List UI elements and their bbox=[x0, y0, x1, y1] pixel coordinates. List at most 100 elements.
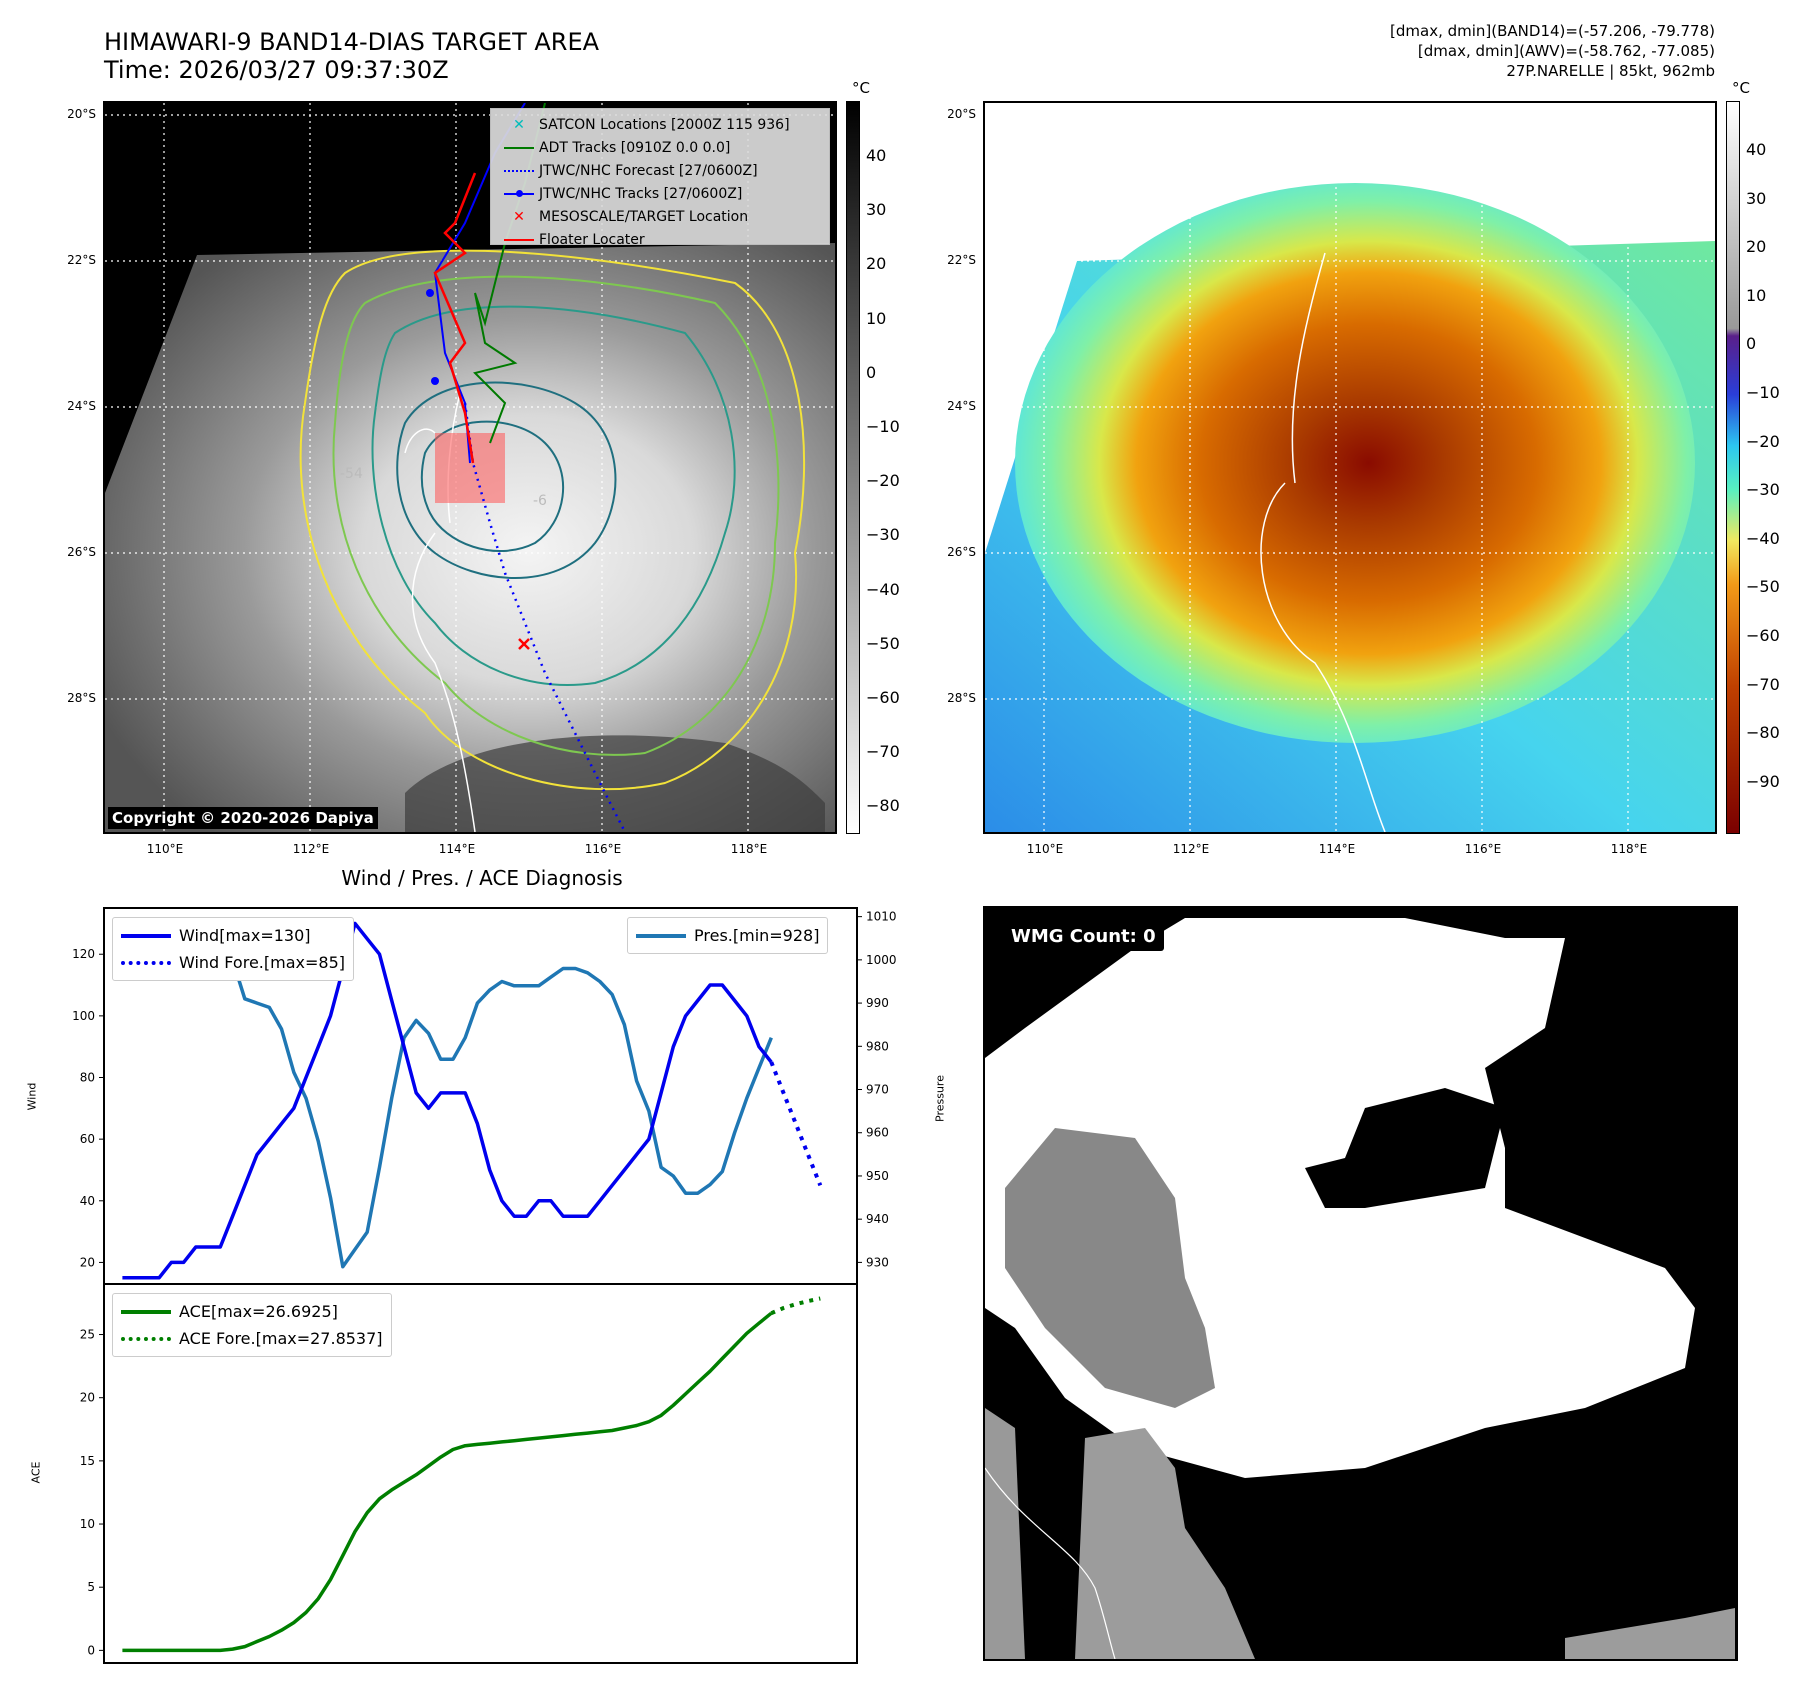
wv-colorbar-tick: 20 bbox=[1746, 237, 1767, 257]
ir-satellite-image: -54 -6 bbox=[105, 103, 835, 832]
wv-colorbar-tick: −90 bbox=[1746, 771, 1780, 791]
ir-colorbar bbox=[846, 101, 860, 834]
contour-label-minus-54: -54 bbox=[340, 466, 363, 482]
pressure-axis-tick-label: 960 bbox=[866, 1126, 889, 1140]
legend-item-adt: ADT Tracks [0910Z 0.0 0.0] bbox=[499, 136, 821, 159]
legend-label: Pres.[min=928] bbox=[694, 926, 820, 945]
legend-item-ace: ACE[max=26.6925] bbox=[121, 1298, 383, 1325]
ir-colorbar-tick: −70 bbox=[866, 742, 900, 762]
legend-label: ADT Tracks [0910Z 0.0 0.0] bbox=[539, 139, 731, 156]
lon-label: 116°E bbox=[584, 842, 622, 856]
line-marker-icon bbox=[499, 146, 539, 149]
wind-axis-label: Wind bbox=[25, 1082, 39, 1111]
wv-colorbar-tick: −30 bbox=[1746, 480, 1780, 500]
lat-label: 24°S bbox=[67, 399, 96, 413]
legend-label: JTWC/NHC Tracks [27/0600Z] bbox=[539, 185, 743, 202]
dotted-line-icon bbox=[499, 169, 539, 172]
lon-label: 110°E bbox=[146, 842, 184, 856]
wv-colorbar-tick: 30 bbox=[1746, 188, 1767, 208]
lon-label: 112°E bbox=[1172, 842, 1210, 856]
legend-label: SATCON Locations [2000Z 115 936] bbox=[539, 116, 790, 133]
ir-colorbar-tick: 10 bbox=[866, 308, 887, 328]
wv-colorbar-tick: −70 bbox=[1746, 674, 1780, 694]
ir-colorbar-tick: −60 bbox=[866, 688, 900, 707]
lon-label: 118°E bbox=[1610, 842, 1648, 856]
legend-label: MESOSCALE/TARGET Location bbox=[539, 208, 749, 225]
legend-item-floater: Floater Locater bbox=[499, 228, 821, 251]
chart-title: Wind / Pres. / ACE Diagnosis bbox=[341, 866, 623, 890]
legend-item-jtwc-forecast: JTWC/NHC Forecast [27/0600Z] bbox=[499, 159, 821, 182]
legend-item-satcon: ✕ SATCON Locations [2000Z 115 936] bbox=[499, 113, 821, 136]
copyright-badge: Copyright © 2020-2026 Dapiya bbox=[108, 807, 378, 829]
wv-colorbar-unit: °C bbox=[1732, 79, 1750, 97]
floater-locater-line bbox=[433, 172, 477, 464]
ir-colorbar-tick: 40 bbox=[866, 146, 887, 165]
ir-colorbar-tick: −50 bbox=[866, 633, 900, 653]
ace-forecast-series-line bbox=[770, 1296, 821, 1316]
info-storm-status: 27P.NARELLE | 85kt, 962mb bbox=[1506, 62, 1715, 80]
ace-axis-tick-label: 0 bbox=[87, 1643, 95, 1657]
figure-title-line2: Time: 2026/03/27 09:37:30Z bbox=[104, 56, 449, 84]
wind-axis-tick-label: 40 bbox=[80, 1194, 95, 1208]
wv-colorbar-tick: −40 bbox=[1746, 528, 1780, 548]
wind-axis-tick-label: 20 bbox=[80, 1255, 95, 1269]
legend-item-jtwc-tracks: JTWC/NHC Tracks [27/0600Z] bbox=[499, 182, 821, 205]
lon-label: 112°E bbox=[292, 842, 330, 856]
ace-plot-frame bbox=[103, 1283, 858, 1664]
ir-colorbar-tick: 0 bbox=[866, 362, 877, 382]
legend-item-wind-forecast: Wind Fore.[max=85] bbox=[121, 949, 345, 976]
ir-satellite-panel: -54 -6 ✕ SATCON Locations [2000Z 115 936… bbox=[103, 101, 837, 834]
wv-colorbar-tick: −10 bbox=[1746, 383, 1780, 402]
dotted-line-icon bbox=[121, 960, 171, 965]
lat-label: 22°S bbox=[947, 253, 976, 267]
pressure-axis-tick-label: 1000 bbox=[866, 953, 897, 967]
wv-colorbar-tick: −50 bbox=[1746, 577, 1780, 597]
pressure-axis-tick-label: 930 bbox=[866, 1255, 889, 1269]
wv-colorbar-tick: 40 bbox=[1746, 140, 1767, 159]
lon-label: 118°E bbox=[730, 842, 768, 856]
legend-label: Wind Fore.[max=85] bbox=[179, 953, 345, 972]
ir-colorbar-tick: 30 bbox=[866, 200, 887, 220]
wmg-image bbox=[985, 918, 1735, 1659]
wv-colorbar-tick: −20 bbox=[1746, 431, 1780, 451]
lat-label: 26°S bbox=[67, 545, 96, 559]
wmg-panel: WMG Count: 0 bbox=[983, 906, 1738, 1661]
ace-axis-tick-label: 25 bbox=[80, 1328, 95, 1342]
legend-label: Floater Locater bbox=[539, 231, 645, 248]
ace-legend: ACE[max=26.6925] ACE Fore.[max=27.8537] bbox=[112, 1293, 392, 1357]
wind-axis-tick-label: 60 bbox=[80, 1132, 95, 1146]
legend-label: ACE[max=26.6925] bbox=[179, 1302, 338, 1321]
wv-colorbar-tick: 0 bbox=[1746, 334, 1757, 354]
legend-item-pressure: Pres.[min=928] bbox=[636, 922, 819, 949]
lon-label: 114°E bbox=[1318, 842, 1356, 856]
wv-colorbar-tick: 10 bbox=[1746, 285, 1767, 305]
lat-label: 28°S bbox=[947, 691, 976, 705]
lat-label: 20°S bbox=[67, 107, 96, 121]
lon-label: 114°E bbox=[438, 842, 476, 856]
ir-colorbar-tick: −80 bbox=[866, 796, 900, 816]
lon-label: 116°E bbox=[1464, 842, 1502, 856]
lat-label: 20°S bbox=[947, 107, 976, 121]
ir-colorbar-tick: −40 bbox=[866, 579, 900, 599]
pressure-axis-tick-label: 940 bbox=[866, 1212, 889, 1226]
wind-axis-tick-label: 120 bbox=[72, 947, 95, 961]
wind-axis-tick-label: 80 bbox=[80, 1071, 95, 1085]
pressure-axis-tick-label: 950 bbox=[866, 1169, 889, 1183]
mesoscale-target-marker bbox=[518, 638, 530, 650]
line-marker-icon bbox=[499, 238, 539, 241]
ir-colorbar-tick: −10 bbox=[866, 417, 900, 436]
wv-colorbar bbox=[1726, 101, 1740, 834]
ace-axis-label: ACE bbox=[29, 1461, 43, 1484]
legend-label: ACE Fore.[max=27.8537] bbox=[179, 1329, 383, 1348]
lat-label: 24°S bbox=[947, 399, 976, 413]
ace-axis-tick-label: 15 bbox=[80, 1454, 95, 1468]
lat-label: 28°S bbox=[67, 691, 96, 705]
ir-colorbar-tick: −20 bbox=[866, 471, 900, 491]
wv-satellite-image bbox=[985, 103, 1715, 832]
ace-axis-tick-label: 20 bbox=[80, 1391, 95, 1405]
ir-colorbar-tick: −30 bbox=[866, 525, 900, 545]
wind-legend: Wind[max=130] Wind Fore.[max=85] bbox=[112, 917, 354, 981]
pressure-axis-tick-label: 990 bbox=[866, 996, 889, 1010]
wind-forecast-series-line bbox=[769, 1061, 823, 1187]
lon-label: 110°E bbox=[1026, 842, 1064, 856]
